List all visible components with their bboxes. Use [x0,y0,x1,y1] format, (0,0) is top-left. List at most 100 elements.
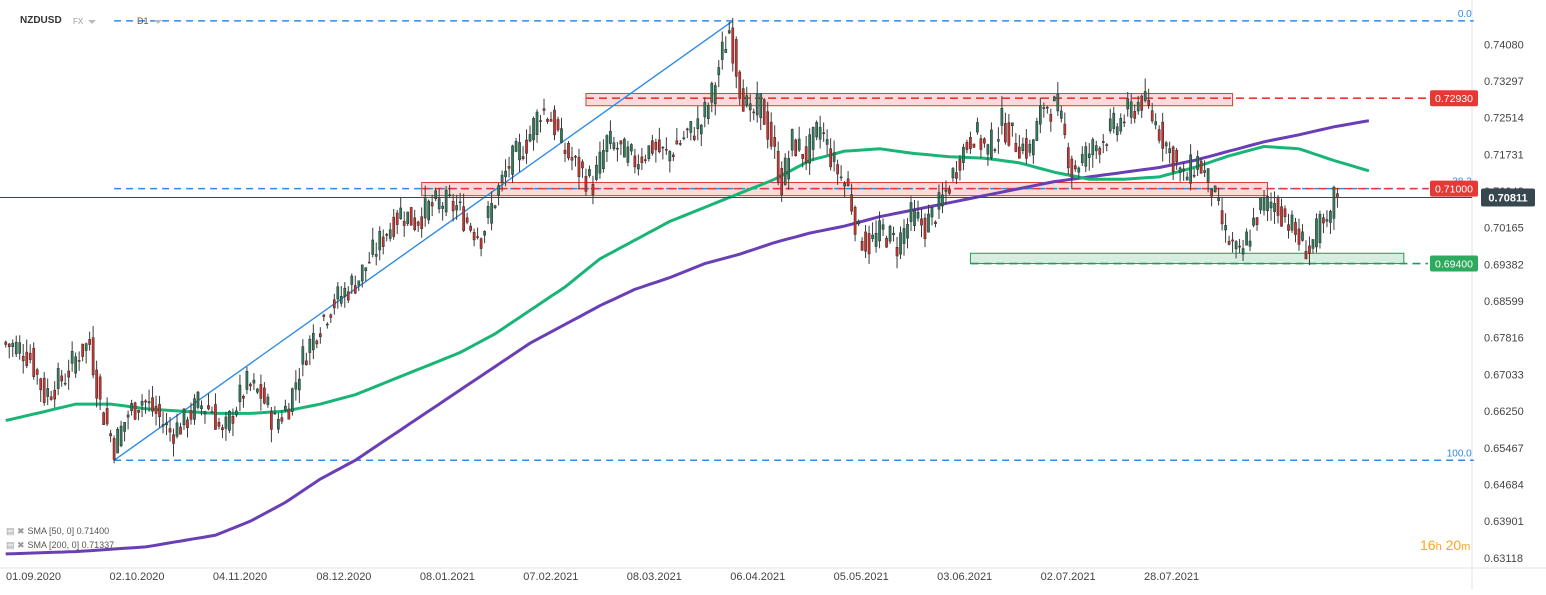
time-tick-label: 08.01.2021 [420,571,475,583]
candle-body [1238,245,1241,248]
candle-body [332,299,336,309]
candle-body [969,137,972,150]
candle-body [1304,250,1308,260]
market-label[interactable]: FX [73,17,97,26]
candle-body [228,410,231,431]
legend-sma50[interactable]: ▤ ✖ SMA [50, 0] 0.71400 [6,526,109,537]
legend-sma200[interactable]: ▤ ✖ SMA [200, 0] 0.71337 [6,540,114,551]
time-tick-label: 07.02.2021 [523,571,578,583]
candle-body [1122,121,1126,124]
time-tick-label: 06.04.2021 [730,571,785,583]
candle-body [514,141,518,152]
candle-body [1039,105,1042,125]
candle-body [867,233,871,255]
candle-body [203,411,207,415]
candle-body [731,27,735,64]
candle-body [546,118,549,122]
candle-body [1280,206,1283,227]
candle-body [81,343,84,357]
timeframe-selector[interactable]: D1 [137,16,162,26]
candle-body [972,143,976,148]
candle-body [60,375,64,382]
candle-body [451,200,455,212]
candle-body [367,261,371,264]
candle-body [486,206,490,218]
candle-body [619,140,623,145]
candle-body [1206,168,1210,184]
candle-body [766,111,770,140]
legend-controls-icon[interactable]: ▤ ✖ [6,526,25,536]
candle-body [339,295,343,304]
legend-controls-icon[interactable]: ▤ ✖ [6,540,25,550]
candle-body [588,169,591,176]
candle-body [623,138,626,158]
candle-body [1087,153,1091,158]
candle-body [899,232,902,255]
candle-body [591,183,595,196]
candle-body [388,229,392,239]
candle-body [420,216,424,229]
candle-body [1192,175,1196,177]
candle-body [1224,225,1227,231]
candle-body [179,426,182,435]
candle-body [1189,154,1192,184]
candle-body [1094,145,1098,152]
symbol-label[interactable]: NZDUSD [20,15,62,26]
candle-body [1105,144,1109,146]
candle-body [595,164,598,180]
candle-body [126,414,130,418]
candle-body [360,264,364,282]
candle-body [602,150,605,170]
candle-body [913,209,916,227]
candle-body [214,404,217,430]
candle-body [95,369,98,399]
candle-body [249,383,252,387]
candle-body [955,172,958,179]
candle-body [860,241,864,251]
timer-h-unit: h [1435,541,1442,553]
price-tick-label: 0.69382 [1484,259,1524,271]
candle-body [941,194,944,207]
price-tick-label: 0.74080 [1484,39,1524,51]
candle-body [944,189,948,192]
candle-body [612,142,616,149]
candle-body [504,170,507,178]
candle-body [1315,218,1318,248]
candle-body [1245,231,1248,246]
candle-body [605,135,609,152]
candle-body [710,83,714,103]
candle-body [937,192,941,210]
candle-body [298,378,301,391]
fib-level-label: 100.0 [1447,448,1472,459]
candle-body [1000,107,1004,126]
candle-body [832,152,836,162]
candle-body [948,188,951,194]
candle-body [675,140,679,145]
candle-body [1080,154,1084,164]
candle-body [665,149,668,151]
candle-body [808,134,811,164]
candle-body [1273,203,1276,212]
candle-body [32,347,36,377]
candle-body [1157,129,1161,141]
candle-body [672,154,675,158]
candle-body [25,351,29,366]
candle-body [1248,240,1252,247]
candle-body [713,85,717,105]
candle-body [563,149,567,154]
legend-sma200-label: SMA [200, 0] 0.71337 [27,540,115,550]
candle-body [553,109,556,136]
candle-body [598,151,602,174]
candle-body [123,422,126,432]
candle-body [434,190,437,200]
candle-body [874,232,878,247]
candle-body [49,396,53,400]
candle-body [77,360,81,362]
candle-body [1234,241,1238,250]
candle-body [734,39,738,77]
price-tick-label: 0.64684 [1484,479,1524,491]
timer-hours: 16 [1420,537,1436,553]
level-tag-label: 0.69400 [1435,259,1473,271]
candle-body [570,157,574,161]
